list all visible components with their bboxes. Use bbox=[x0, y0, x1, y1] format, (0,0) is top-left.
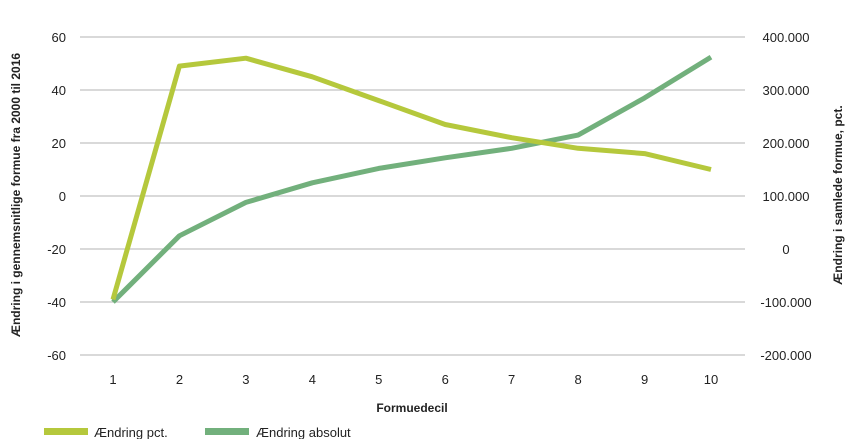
legend-label-pct: Ændring pct. bbox=[94, 425, 168, 439]
right-tick-label: -100.000 bbox=[760, 295, 811, 310]
legend: Ændring pct. Ændring absolut bbox=[44, 425, 351, 439]
x-axis-title: Formuedecil bbox=[376, 401, 447, 415]
left-tick-label: 0 bbox=[59, 189, 66, 204]
right-tick-label: 200.000 bbox=[763, 136, 810, 151]
left-tick-label: -40 bbox=[47, 295, 66, 310]
x-tick-label: 4 bbox=[309, 372, 316, 387]
x-tick-label: 6 bbox=[442, 372, 449, 387]
left-tick-label: -20 bbox=[47, 242, 66, 257]
x-tick-label: 10 bbox=[704, 372, 718, 387]
left-axis-ticks: 60 40 20 0 -20 -40 -60 bbox=[47, 30, 66, 363]
legend-swatch-pct bbox=[44, 428, 88, 435]
x-tick-label: 2 bbox=[176, 372, 183, 387]
right-tick-label: 400.000 bbox=[763, 30, 810, 45]
series-line-pct bbox=[110, 55, 712, 301]
x-tick-label: 3 bbox=[242, 372, 249, 387]
legend-label-absolut: Ændring absolut bbox=[256, 425, 351, 439]
series-lines bbox=[110, 54, 713, 304]
x-tick-label: 9 bbox=[641, 372, 648, 387]
left-tick-label: 60 bbox=[52, 30, 66, 45]
x-tick-label: 8 bbox=[574, 372, 581, 387]
left-tick-label: 40 bbox=[52, 83, 66, 98]
left-tick-label: -60 bbox=[47, 348, 66, 363]
right-tick-label: 100.000 bbox=[763, 189, 810, 204]
right-axis-ticks: 400.000 300.000 200.000 100.000 0 -100.000 -20… bbox=[760, 30, 811, 363]
left-tick-label: 20 bbox=[52, 136, 66, 151]
left-axis-title: Ændring i gennemsnitlige formue fra 2000… bbox=[9, 53, 23, 337]
right-tick-label: 300.000 bbox=[763, 83, 810, 98]
x-tick-label: 7 bbox=[508, 372, 515, 387]
gridlines bbox=[80, 36, 745, 356]
right-axis-title: Ændring i samlede formue, pct. bbox=[831, 105, 845, 284]
right-tick-label: 0 bbox=[782, 242, 789, 257]
right-tick-label: -200.000 bbox=[760, 348, 811, 363]
legend-swatch-absolut bbox=[205, 428, 249, 435]
x-tick-label: 1 bbox=[109, 372, 116, 387]
x-tick-label: 5 bbox=[375, 372, 382, 387]
series-line-absolut bbox=[111, 54, 713, 304]
x-axis-ticks: 1 2 3 4 5 6 7 8 9 10 bbox=[109, 372, 718, 387]
